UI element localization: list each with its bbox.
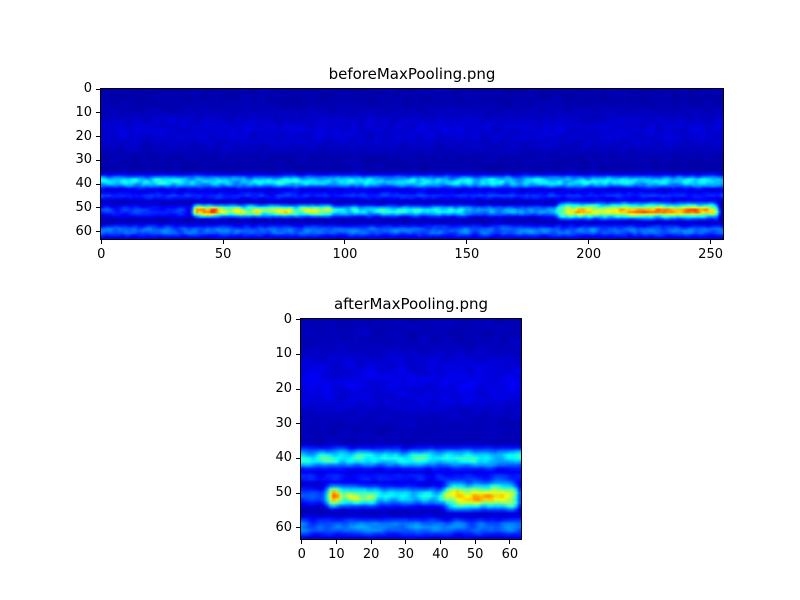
- x-tick-label: 150: [454, 247, 480, 262]
- y-tick-label: 60: [275, 519, 292, 535]
- y-tick-mark: [96, 231, 100, 233]
- y-tick-label: 10: [275, 346, 292, 362]
- y-tick-mark: [296, 527, 300, 529]
- x-tick-label: 50: [214, 247, 232, 262]
- plot-title-after: afterMaxPooling.png: [333, 295, 489, 313]
- y-tick-mark: [296, 319, 300, 321]
- x-tick-label: 30: [397, 547, 415, 562]
- x-tick-label: 20: [362, 547, 380, 562]
- x-tick-mark: [509, 540, 511, 544]
- plot-title-before: beforeMaxPooling.png: [328, 65, 496, 83]
- x-tick-mark: [710, 240, 712, 244]
- after-heatmap-image: [301, 319, 521, 539]
- x-tick-label: 250: [698, 247, 723, 262]
- y-tick-mark: [296, 423, 300, 425]
- before-heatmap-image: [101, 89, 723, 239]
- x-tick-label: 0: [297, 547, 306, 562]
- x-tick-mark: [222, 240, 224, 244]
- y-tick-label: 50: [275, 485, 292, 501]
- x-tick-mark: [370, 540, 372, 544]
- x-tick-mark: [344, 240, 346, 244]
- y-tick-label: 0: [283, 311, 292, 327]
- y-tick-mark: [296, 492, 300, 494]
- x-tick-mark: [466, 240, 468, 244]
- x-tick-mark: [100, 240, 102, 244]
- y-tick-label: 10: [75, 104, 92, 120]
- after-axes: [300, 318, 522, 540]
- y-tick-label: 20: [75, 128, 92, 144]
- x-tick-label: 50: [466, 547, 484, 562]
- y-tick-label: 30: [75, 152, 92, 168]
- y-tick-label: 40: [75, 176, 92, 192]
- x-tick-mark: [439, 540, 441, 544]
- x-tick-label: 0: [97, 247, 106, 262]
- x-tick-label: 100: [332, 247, 358, 262]
- x-tick-label: 40: [432, 547, 449, 562]
- x-tick-mark: [588, 240, 590, 244]
- x-tick-label: 10: [328, 547, 345, 562]
- y-tick-mark: [96, 159, 100, 161]
- x-tick-mark: [335, 540, 337, 544]
- y-tick-mark: [96, 112, 100, 114]
- y-tick-label: 50: [75, 199, 92, 215]
- y-tick-mark: [96, 136, 100, 138]
- y-tick-mark: [296, 353, 300, 355]
- x-tick-mark: [405, 540, 407, 544]
- y-tick-label: 40: [275, 450, 292, 466]
- y-tick-mark: [296, 388, 300, 390]
- y-tick-mark: [96, 207, 100, 209]
- y-tick-label: 20: [275, 381, 292, 397]
- y-tick-mark: [96, 88, 100, 90]
- x-tick-mark: [301, 540, 303, 544]
- y-tick-mark: [296, 457, 300, 459]
- y-tick-mark: [96, 183, 100, 185]
- y-tick-label: 60: [75, 223, 92, 239]
- y-tick-label: 0: [83, 81, 92, 97]
- y-tick-label: 30: [275, 415, 292, 431]
- x-tick-label: 200: [576, 247, 602, 262]
- x-tick-label: 60: [501, 547, 519, 562]
- before-axes: [100, 88, 724, 240]
- x-tick-mark: [474, 540, 476, 544]
